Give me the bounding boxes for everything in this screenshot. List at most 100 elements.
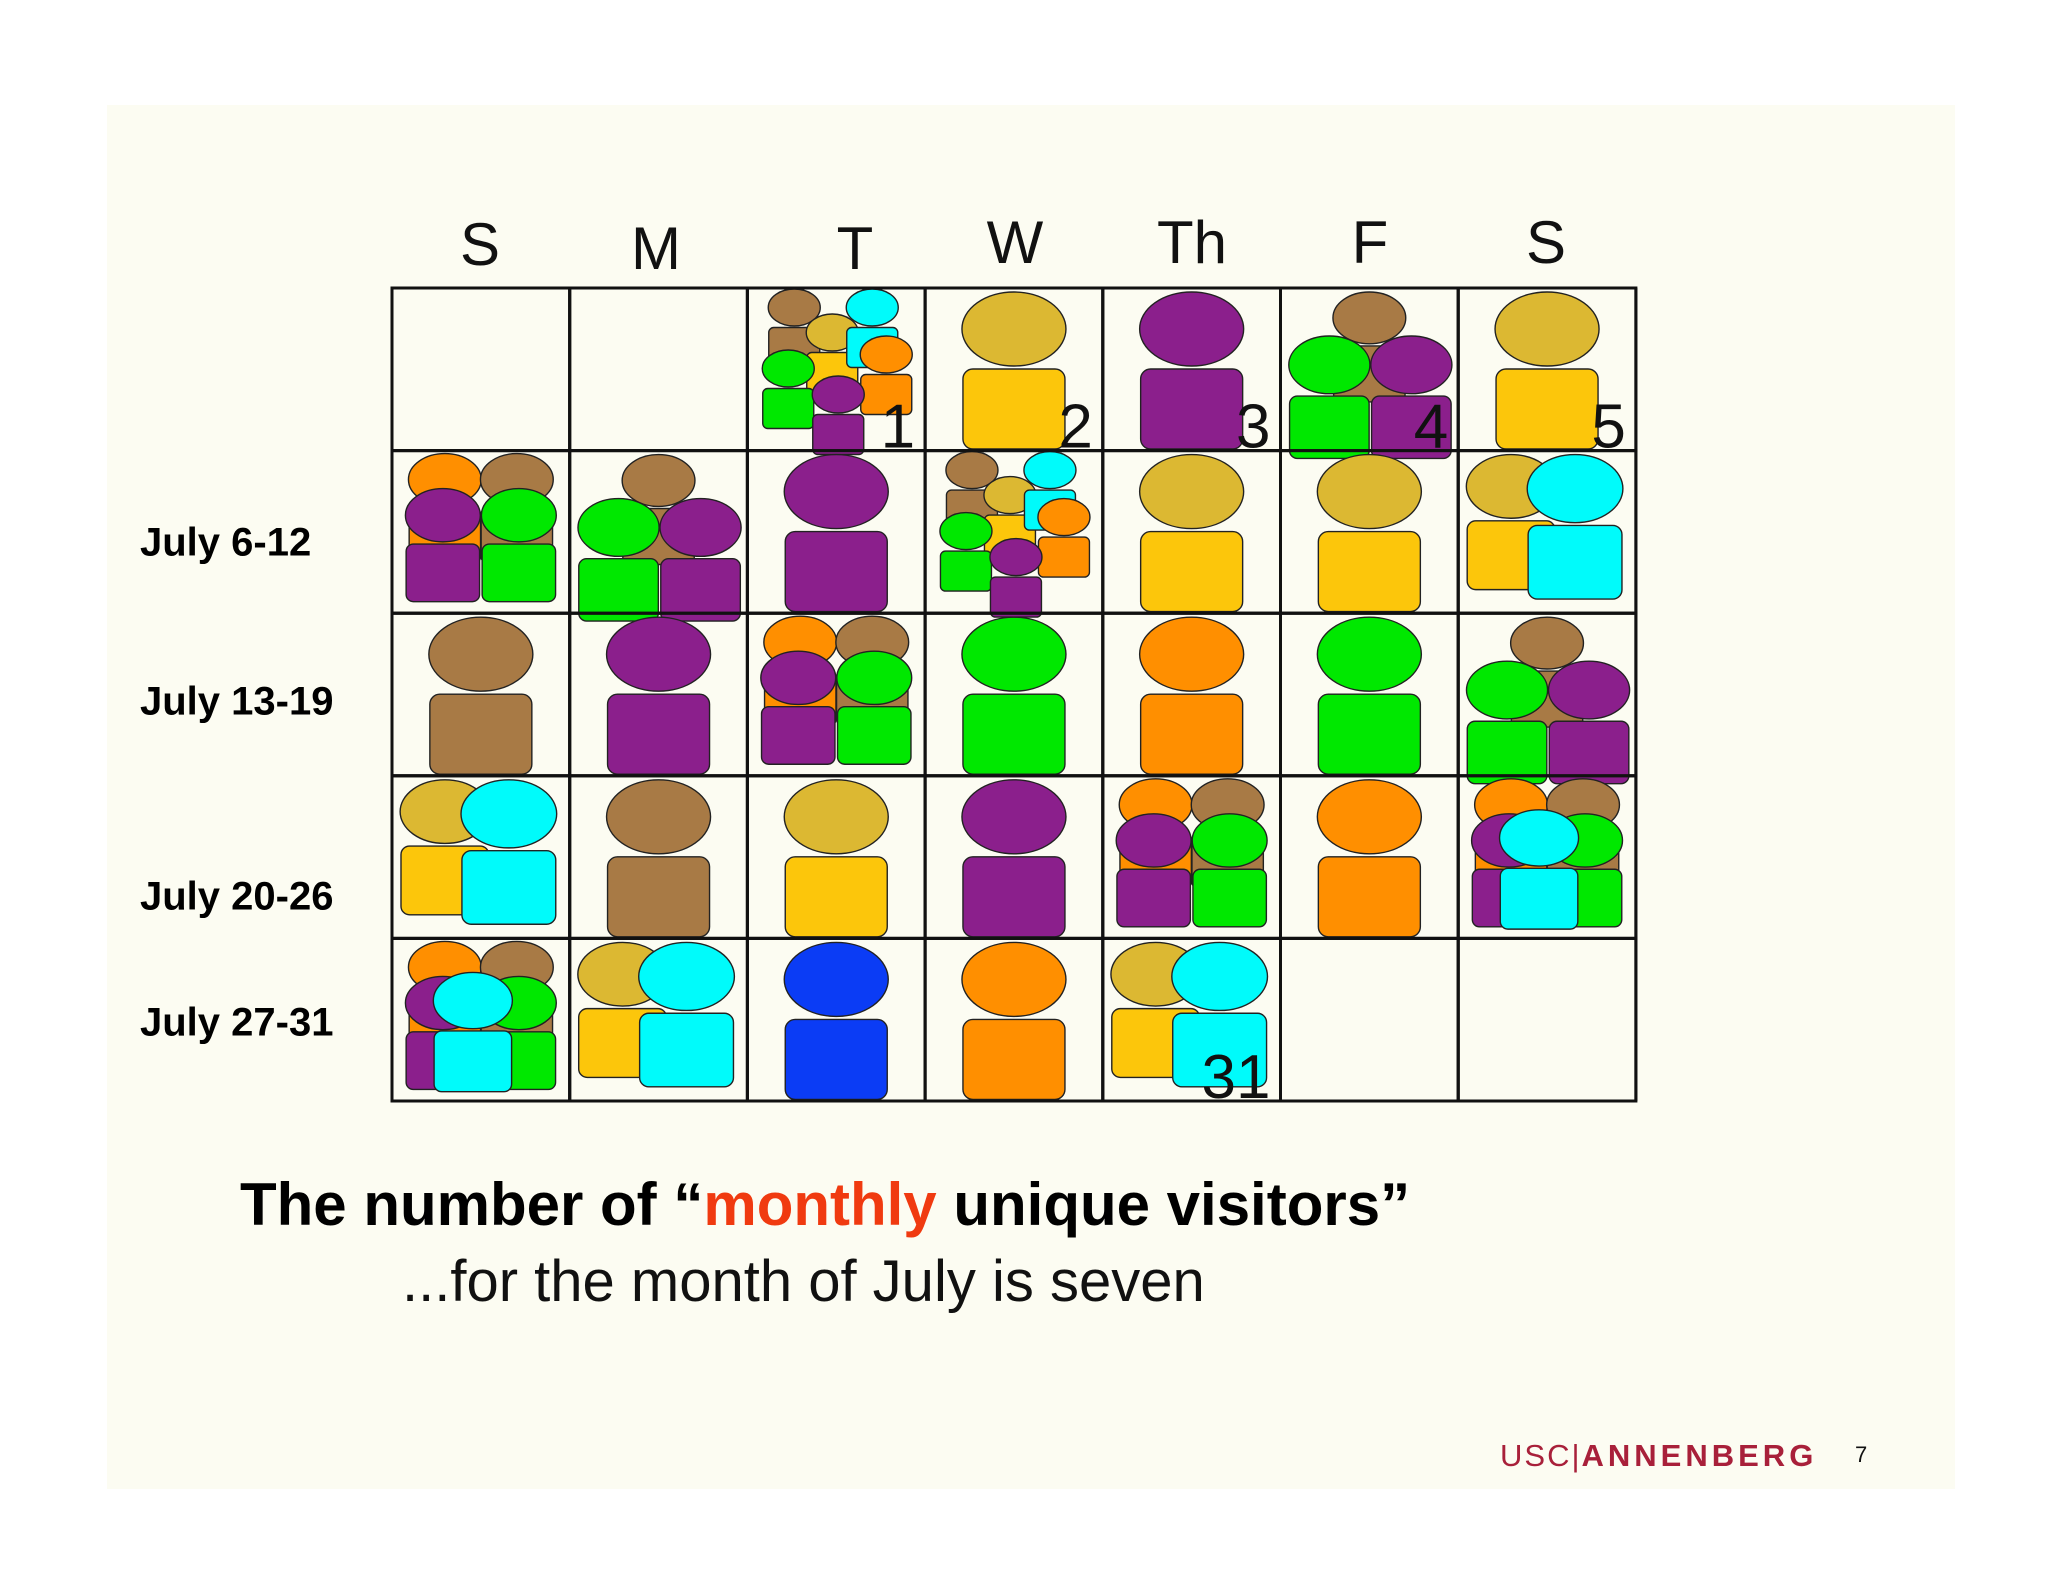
blue-visitor-body xyxy=(784,1018,888,1101)
purple-visitor-body xyxy=(606,693,711,775)
green-visitor-body xyxy=(762,387,815,430)
cyan-visitor-head xyxy=(638,941,736,1012)
green-visitor-body xyxy=(1288,395,1370,460)
green-visitor-head xyxy=(1191,813,1268,868)
cyan-visitor-body xyxy=(1172,1012,1268,1088)
calendar-day-cell: 5 xyxy=(1456,286,1638,462)
page-number: 7 xyxy=(1855,1442,1868,1467)
gold-visitor-body xyxy=(1139,530,1244,613)
cyan-visitor-body xyxy=(461,849,557,925)
brown-visitor-head xyxy=(428,616,534,692)
title-highlight: monthly xyxy=(703,1171,937,1238)
brown-visitor-head xyxy=(605,779,712,855)
purple-visitor-head xyxy=(605,616,712,692)
calendar-day-cell xyxy=(1101,774,1283,940)
calendar-day-cell xyxy=(390,286,572,453)
cyan-visitor-body xyxy=(1527,524,1623,600)
orange-visitor-body xyxy=(1317,856,1422,938)
green-visitor-head xyxy=(480,487,557,543)
brown-visitor-body xyxy=(606,856,711,938)
orange-visitor-head xyxy=(961,941,1067,1018)
day-header-saturday: S xyxy=(1525,209,1567,276)
purple-visitor-head xyxy=(1547,660,1631,720)
calendar-day-cell xyxy=(745,936,927,1103)
gold-visitor-head xyxy=(961,291,1067,367)
purple-visitor-body xyxy=(1139,368,1244,450)
purple-visitor-head xyxy=(659,497,742,558)
purple-visitor-head xyxy=(783,453,889,530)
logo-annenberg: ANNENBERG xyxy=(1581,1438,1818,1473)
cyan-visitor-head xyxy=(432,971,514,1030)
green-visitor-head xyxy=(761,349,815,388)
green-visitor-body xyxy=(1317,693,1422,775)
calendar-day-cell xyxy=(1456,449,1638,615)
green-visitor-head xyxy=(577,497,660,558)
gold-visitor-body xyxy=(784,856,888,938)
green-visitor-body xyxy=(939,550,993,592)
calendar-day-cell xyxy=(568,936,749,1103)
calendar-day-cell xyxy=(390,449,572,615)
cell-border xyxy=(1279,936,1460,1103)
purple-visitor-head xyxy=(1370,335,1453,395)
cyan-visitor-head xyxy=(1171,941,1269,1012)
purple-visitor-body xyxy=(784,530,888,613)
day-header-friday: F xyxy=(1351,209,1389,276)
orange-visitor-body xyxy=(1037,536,1091,578)
brown-visitor-head xyxy=(1332,291,1407,345)
cyan-visitor-head xyxy=(845,288,899,327)
orange-visitor-head xyxy=(1037,497,1091,537)
gold-visitor-body xyxy=(1495,368,1599,450)
green-visitor-body xyxy=(578,557,660,622)
cyan-visitor-body xyxy=(638,1012,735,1088)
green-visitor-body xyxy=(836,705,912,765)
purple-visitor-body xyxy=(962,856,1066,938)
calendar-day-cell xyxy=(923,611,1105,778)
cell-border xyxy=(568,286,749,453)
purple-visitor-body xyxy=(1116,868,1192,928)
day-header-tuesday: T xyxy=(836,215,874,282)
purple-visitor-head xyxy=(1115,813,1192,868)
calendar-day-cell: 4 xyxy=(1279,286,1460,462)
day-header-sunday: S xyxy=(459,211,501,278)
cyan-visitor-head xyxy=(1526,453,1624,524)
week-label-july-6-12: July 6-12 xyxy=(140,520,312,565)
calendar-day-cell xyxy=(745,611,927,778)
calendar-day-cell xyxy=(923,449,1105,618)
calendar-day-cell xyxy=(1279,611,1460,778)
slide-subtitle: ...for the month of July is seven xyxy=(402,1249,1205,1314)
green-visitor-body xyxy=(962,693,1066,775)
calendar-day-cell xyxy=(745,449,927,615)
purple-visitor-head xyxy=(961,779,1067,855)
calendar-day-cell xyxy=(1279,449,1460,615)
calendar-day-cell xyxy=(1101,611,1283,778)
orange-visitor-body xyxy=(1139,693,1244,775)
logo-usc: USC xyxy=(1500,1438,1572,1473)
blue-visitor-head xyxy=(783,941,889,1018)
cyan-visitor-body xyxy=(1499,867,1579,930)
purple-visitor-body xyxy=(812,413,865,456)
cyan-visitor-head xyxy=(1023,450,1077,490)
brown-visitor-body xyxy=(429,693,533,775)
calendar-day-cell xyxy=(1279,774,1460,940)
title-prefix: The number of “ xyxy=(240,1171,704,1238)
calendar-day-cell xyxy=(390,936,572,1103)
green-visitor-body xyxy=(1192,868,1268,928)
day-header-thursday: Th xyxy=(1156,209,1228,276)
calendar-day-cell: 2 xyxy=(923,286,1105,462)
calendar-day-cell: 1 xyxy=(745,286,927,462)
calendar-day-cell xyxy=(568,286,749,453)
calendar-day-cell xyxy=(1456,936,1638,1103)
cyan-visitor-head xyxy=(1498,809,1580,867)
orange-visitor-body xyxy=(962,1018,1066,1101)
green-visitor-head xyxy=(1288,335,1371,395)
calendar-day-cell xyxy=(390,611,572,778)
cell-border xyxy=(390,286,572,453)
calendar-day-cell: 3 xyxy=(1101,286,1283,462)
orange-visitor-head xyxy=(1316,779,1423,855)
purple-visitor-head xyxy=(811,375,865,414)
gold-visitor-body xyxy=(962,368,1066,450)
title-suffix: unique visitors” xyxy=(936,1171,1411,1238)
purple-visitor-head xyxy=(1138,291,1245,367)
gold-visitor-head xyxy=(1316,453,1423,530)
brown-visitor-head xyxy=(1509,616,1585,670)
